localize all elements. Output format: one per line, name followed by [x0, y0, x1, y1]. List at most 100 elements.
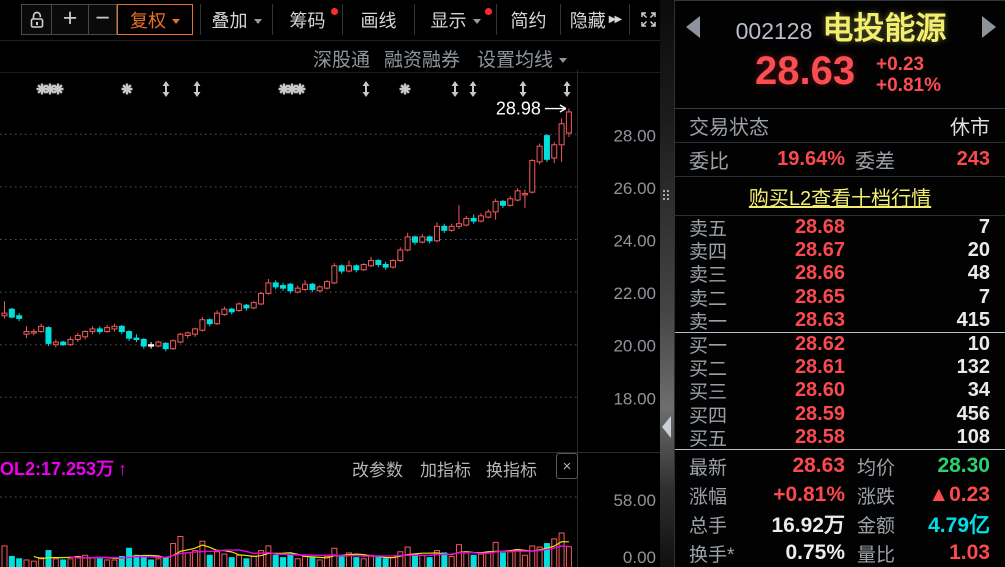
bid-volume: 456: [956, 402, 990, 425]
ask-level-label: 卖三: [689, 265, 728, 287]
price-change: +0.23 +0.81%: [876, 54, 941, 96]
shenzhen-connect-label: 深股通: [313, 50, 371, 71]
bid-row[interactable]: 买四 28.59 456: [675, 402, 1005, 427]
svg-text:24.00: 24.00: [613, 232, 656, 251]
change-percent: +0.81%: [876, 75, 941, 96]
hide-button[interactable]: 隐藏 ▶▶: [560, 4, 629, 35]
stats-block: 最新 28.63 均价 28.30 涨幅 +0.81% 涨跌 ▲0.23 总手 …: [675, 450, 1005, 567]
margin-trading-label: 融资融券: [384, 50, 461, 71]
weicha-value: 243: [956, 148, 990, 170]
weicha-label: 委差: [855, 151, 895, 173]
stat-value: 4.79亿: [928, 514, 990, 538]
ask-volume: 20: [967, 239, 990, 262]
overlay-button[interactable]: 叠加: [200, 4, 272, 35]
stat-value: 16.92万: [771, 514, 845, 538]
ask-row[interactable]: 卖五 28.68 7: [675, 216, 1005, 240]
volume-indicator-value: OL2:17.253万 ↑: [0, 455, 127, 481]
unlock-icon: [30, 11, 43, 28]
stat-label: 金额: [857, 515, 896, 537]
volume-ma-line: [70, 545, 569, 559]
draw-line-button[interactable]: 画线: [342, 4, 414, 35]
buy-l2-link[interactable]: 购买L2查看十档行情: [748, 187, 932, 210]
change-params-button[interactable]: 改参数: [352, 461, 403, 480]
zoom-in-button[interactable]: +: [51, 4, 89, 35]
stat-value: 28.63: [792, 454, 845, 478]
fullscreen-icon: [641, 12, 656, 27]
high-price-annotation: 28.98: [496, 99, 541, 119]
bid-level-label: 买二: [689, 359, 728, 381]
bid-price[interactable]: 28.60: [794, 379, 845, 402]
display-button[interactable]: 显示: [414, 4, 496, 35]
display-label: 显示: [430, 10, 467, 31]
stats-row: 换手* 0.75% 量比 1.03: [675, 539, 1005, 567]
overlay-label: 叠加: [211, 10, 248, 31]
shenzhen-connect-link[interactable]: 深股通: [313, 45, 370, 72]
stats-row: 最新 28.63 均价 28.30: [675, 452, 1005, 481]
ask-row[interactable]: 卖三 28.66 48: [675, 262, 1005, 287]
simple-mode-button[interactable]: 简约: [496, 4, 560, 35]
bid-row[interactable]: 买二 28.61 132: [675, 356, 1005, 381]
fuquan-button[interactable]: 复权: [117, 4, 193, 35]
stat-label: 均价: [857, 457, 896, 479]
up-arrow-icon: ↑: [118, 459, 128, 479]
stock-code: 002128: [735, 18, 813, 44]
ask-level-label: 卖一: [689, 311, 728, 333]
stat-label: 换手*: [689, 544, 735, 566]
minus-icon: −: [95, 3, 110, 32]
trading-status-row: 交易状态 休市: [675, 109, 1005, 143]
ask-volume: 48: [967, 262, 990, 285]
ask-price[interactable]: 28.65: [794, 285, 845, 308]
ask-row[interactable]: 卖四 28.67 20: [675, 239, 1005, 263]
chart-toolbar: + − 复权 叠加 筹码 画线 显示 简约 隐藏 ▶▶: [0, 0, 672, 41]
panel-splitter[interactable]: [660, 0, 674, 567]
trading-status-label: 交易状态: [689, 117, 769, 139]
candlestick-chart[interactable]: 28.00 26.00 24.00 22.00 20.00 18.00 58.00 0.00 2…: [0, 66, 660, 567]
ask-price[interactable]: 28.63: [794, 308, 845, 331]
bid-stats-divider: [675, 448, 1005, 450]
ask-row[interactable]: 卖一 28.63 415: [675, 308, 1005, 333]
last-price: 28.63: [755, 49, 856, 93]
bid-price[interactable]: 28.59: [794, 402, 845, 425]
margin-trading-link[interactable]: 融资融券: [384, 45, 460, 72]
ask-volume: 7: [978, 285, 990, 308]
svg-text:20.00: 20.00: [613, 337, 656, 356]
chevron-down-icon: [172, 18, 180, 24]
add-indicator-button[interactable]: 加指标: [420, 461, 471, 480]
stat-label: 总手: [689, 515, 728, 537]
fuquan-label: 复权: [130, 10, 166, 31]
stat-value: +0.81%: [773, 483, 845, 507]
bid-row[interactable]: 买五 28.58 108: [675, 425, 1005, 450]
bid-price[interactable]: 28.62: [794, 333, 845, 356]
double-arrow-right-icon: ▶▶: [608, 14, 622, 25]
svg-text:28.00: 28.00: [613, 126, 656, 145]
bid-row[interactable]: 买三 28.60 34: [675, 379, 1005, 403]
close-indicator-button[interactable]: ×: [556, 453, 578, 479]
collapse-panel-icon[interactable]: [662, 416, 671, 438]
switch-indicator-button[interactable]: 换指标: [486, 461, 537, 480]
svg-text:0.00: 0.00: [623, 548, 656, 567]
ask-price[interactable]: 28.66: [794, 262, 845, 285]
ask-price[interactable]: 28.67: [794, 239, 845, 262]
stat-value: 28.30: [937, 454, 990, 478]
close-icon: ×: [562, 457, 572, 475]
ask-volume: 415: [956, 308, 990, 331]
splitter-grip-icon: [663, 190, 671, 206]
prev-stock-arrow-icon[interactable]: [686, 16, 700, 38]
bid-row[interactable]: 买一 28.62 10: [675, 333, 1005, 357]
event-markers: [36, 81, 571, 97]
chart-subbar: 深股通 融资融券 设置均线: [0, 40, 672, 73]
ask-price[interactable]: 28.68: [794, 216, 845, 239]
ask-volume: 7: [978, 216, 990, 239]
ma-settings-link[interactable]: 设置均线: [477, 45, 568, 72]
next-stock-arrow-icon[interactable]: [982, 16, 996, 38]
quote-header: 002128 电投能源 28.63 +0.23 +0.81%: [675, 1, 1005, 109]
chips-button[interactable]: 筹码: [272, 4, 342, 35]
lock-button[interactable]: [21, 4, 52, 35]
svg-text:22.00: 22.00: [613, 284, 656, 303]
zoom-out-button[interactable]: −: [88, 4, 117, 35]
ask-row[interactable]: 卖二 28.65 7: [675, 285, 1005, 310]
bid-price[interactable]: 28.61: [794, 356, 845, 379]
l2-promo-row: 购买L2查看十档行情: [675, 177, 1005, 216]
simple-mode-label: 简约: [510, 10, 547, 31]
bid-price[interactable]: 28.58: [794, 425, 845, 448]
